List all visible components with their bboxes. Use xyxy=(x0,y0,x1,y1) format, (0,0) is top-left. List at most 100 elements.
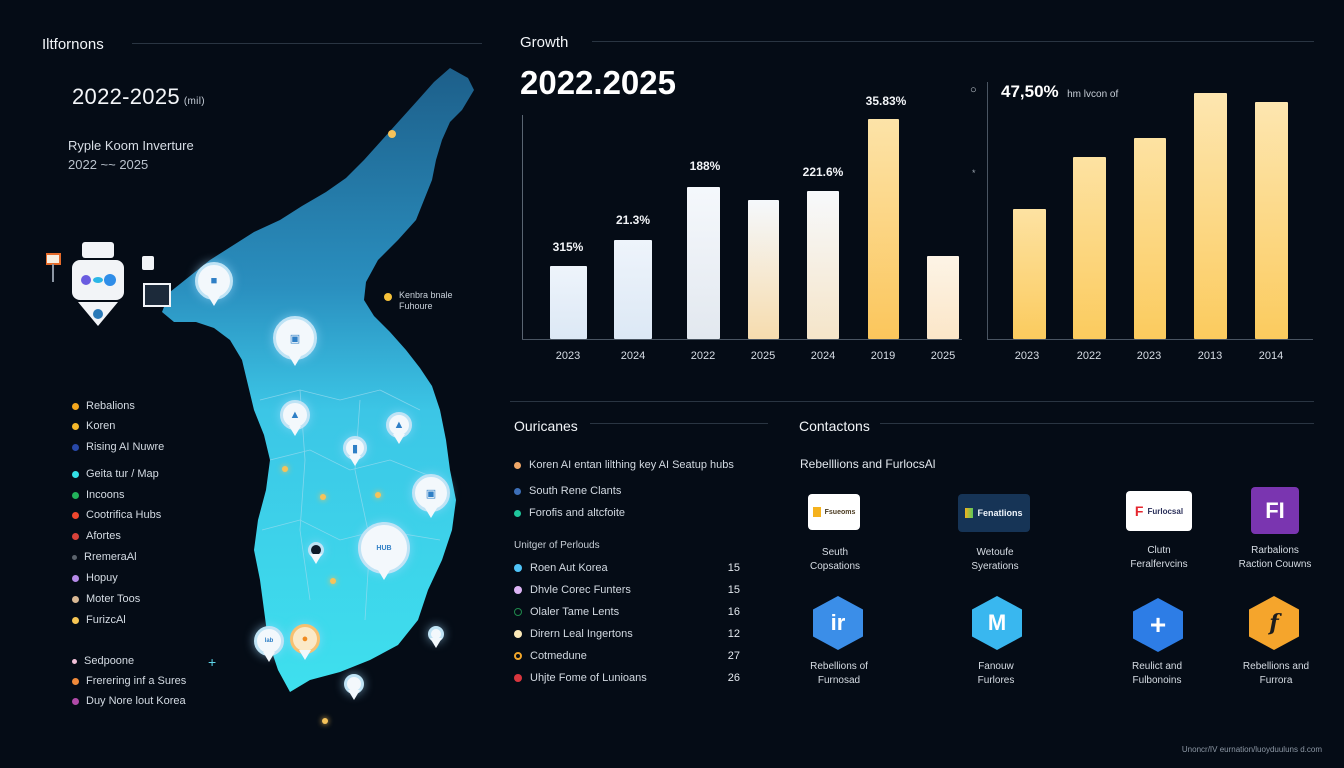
map-pin-factory[interactable]: ▲ xyxy=(386,412,412,444)
outcome-label: Koren AI entan lilthing key AI Seatup hu… xyxy=(529,459,734,471)
row-dot xyxy=(514,652,522,660)
legend-item: Geita tur / Map xyxy=(72,468,159,480)
chart1-x-tick: 2025 xyxy=(750,350,776,362)
logo-mark-icon xyxy=(812,507,821,517)
hex-glyph: M xyxy=(987,610,1007,635)
outcome-row: Roen Aut Korea 15 xyxy=(514,562,740,574)
caption-line: Rebellions of xyxy=(810,661,868,672)
chart2-bar[interactable] xyxy=(1134,138,1166,339)
row-dot xyxy=(514,608,522,616)
chart2-x-tick: 2013 xyxy=(1197,350,1223,362)
map-pin-label[interactable]: lab xyxy=(254,626,284,662)
row-value: 15 xyxy=(727,584,740,596)
chart2-bar[interactable] xyxy=(1255,102,1288,339)
legend-label: Koren xyxy=(86,420,116,432)
row-label: Roen Aut Korea xyxy=(530,562,608,574)
row-dot xyxy=(514,630,522,638)
hex-logo-plus-icon[interactable]: + xyxy=(1133,598,1183,652)
chart1-bar[interactable] xyxy=(550,266,587,339)
city-dot xyxy=(282,466,288,472)
row-value: 26 xyxy=(727,672,740,684)
outcome-dot xyxy=(514,509,521,517)
chart1-bar[interactable] xyxy=(748,200,779,339)
chart1-data-label: 315% xyxy=(552,240,584,254)
legend-label: Afortes xyxy=(86,530,121,542)
caption-line: Fulbonoins xyxy=(1132,675,1182,686)
outcome-row: Olaler Tame Lents 16 xyxy=(514,606,740,618)
chart2-bar[interactable] xyxy=(1194,93,1227,339)
chart1-bar[interactable] xyxy=(868,119,899,339)
map-pin-dark[interactable] xyxy=(308,542,324,564)
hex-caption: Rebellions of Furnosad xyxy=(779,660,899,688)
legend-dot xyxy=(72,616,79,624)
map-pin-east[interactable] xyxy=(428,626,444,648)
range-unit: (mil) xyxy=(183,96,205,107)
logo-text: Fsueoms xyxy=(824,508,856,516)
robot-illustration xyxy=(45,240,174,332)
chart2-bar[interactable] xyxy=(1013,209,1046,339)
legend-dot xyxy=(72,470,79,478)
map-pin-person[interactable]: ■ xyxy=(195,262,233,306)
legend-label: Geita tur / Map xyxy=(86,468,159,480)
row-label: Uhjte Fome of Lunioans xyxy=(530,672,647,684)
legend-item: Koren xyxy=(72,420,115,432)
row-value: 16 xyxy=(727,606,740,618)
hex-logo-f-icon[interactable]: f xyxy=(1249,596,1299,650)
caption-line: Furlores xyxy=(977,675,1015,686)
range-value: 2022-2025 xyxy=(72,84,180,109)
legend-item: FurizcAl xyxy=(72,614,126,626)
chart2-x-tick: 2023 xyxy=(1014,350,1040,362)
row-value: 27 xyxy=(727,650,740,662)
hex-logo-ir-icon[interactable]: ir xyxy=(813,596,863,650)
city-dot xyxy=(322,718,328,724)
legend-item: Rising AI Nuwre xyxy=(72,441,164,453)
map-pin-south[interactable] xyxy=(344,674,364,700)
legend-dot xyxy=(72,422,79,430)
legend-label: FurizcAl xyxy=(86,614,126,626)
logo-card-1[interactable]: Fsueoms xyxy=(808,494,860,530)
caption-line: Seuth xyxy=(821,547,849,558)
caption-line: Fanouw xyxy=(978,661,1014,672)
legend-label: RremeraAl xyxy=(84,551,137,563)
map-pin-briefcase[interactable]: ▣ xyxy=(273,316,317,366)
outcome-label: Forofis and altcfoite xyxy=(529,507,625,519)
logo-card-4[interactable]: FI xyxy=(1251,487,1299,534)
chart2-bar[interactable] xyxy=(1073,157,1106,339)
chart1-bar[interactable] xyxy=(927,256,959,339)
chart2-x-tick: 2014 xyxy=(1258,350,1284,362)
map-pin-orange[interactable]: ● xyxy=(290,624,320,660)
growth-section-title: Growth xyxy=(520,34,569,51)
outcome-row: Dhvle Corec Funters 15 xyxy=(514,584,740,596)
map-pin-building[interactable]: ▲ xyxy=(280,400,310,436)
legend-item: Afortes xyxy=(72,530,121,542)
legend-label: Duy Nore lout Korea xyxy=(86,695,186,707)
korea-map: ■ ▣ ▲ ▲ ▮ ▣ HUB lab ● xyxy=(150,60,490,750)
map-pin-server[interactable]: ▣ xyxy=(412,474,450,518)
logo-text: Furlocsal xyxy=(1147,506,1184,516)
legend-dot xyxy=(72,532,79,540)
hex-glyph: f xyxy=(1269,610,1279,636)
logo-text: FI xyxy=(1265,497,1285,523)
logo-caption: Seuth Copsations xyxy=(775,546,895,574)
chart1-bar[interactable] xyxy=(807,191,839,339)
legend-item: Cootrifica Hubs xyxy=(72,509,161,521)
map-pin-chart[interactable]: ▮ xyxy=(343,436,367,466)
hex-logo-m-icon[interactable]: M xyxy=(972,596,1022,650)
legend-dot xyxy=(72,574,79,582)
outcomes-section-rule xyxy=(590,423,768,424)
chart1-bar[interactable] xyxy=(687,187,720,339)
logo-card-3[interactable]: F Furlocsal xyxy=(1126,491,1192,531)
chart1-bar[interactable] xyxy=(614,240,652,339)
map-pin-hub-label[interactable]: HUB xyxy=(358,522,410,580)
row-dot xyxy=(514,674,522,682)
caption-line: Wetoufe xyxy=(976,547,1014,558)
chart1-x-tick: 2025 xyxy=(930,350,956,362)
legend-label: Hopuy xyxy=(86,572,118,584)
logo-card-2[interactable]: Fenatlions xyxy=(958,494,1030,532)
row-label: Cotmedune xyxy=(530,650,587,662)
legend-dot xyxy=(72,511,79,519)
legend-item: Sedpoone xyxy=(72,655,134,667)
legend-label: Frerering inf a Sures xyxy=(86,675,187,687)
legend-dot xyxy=(72,595,79,603)
legend-dot xyxy=(72,443,79,451)
